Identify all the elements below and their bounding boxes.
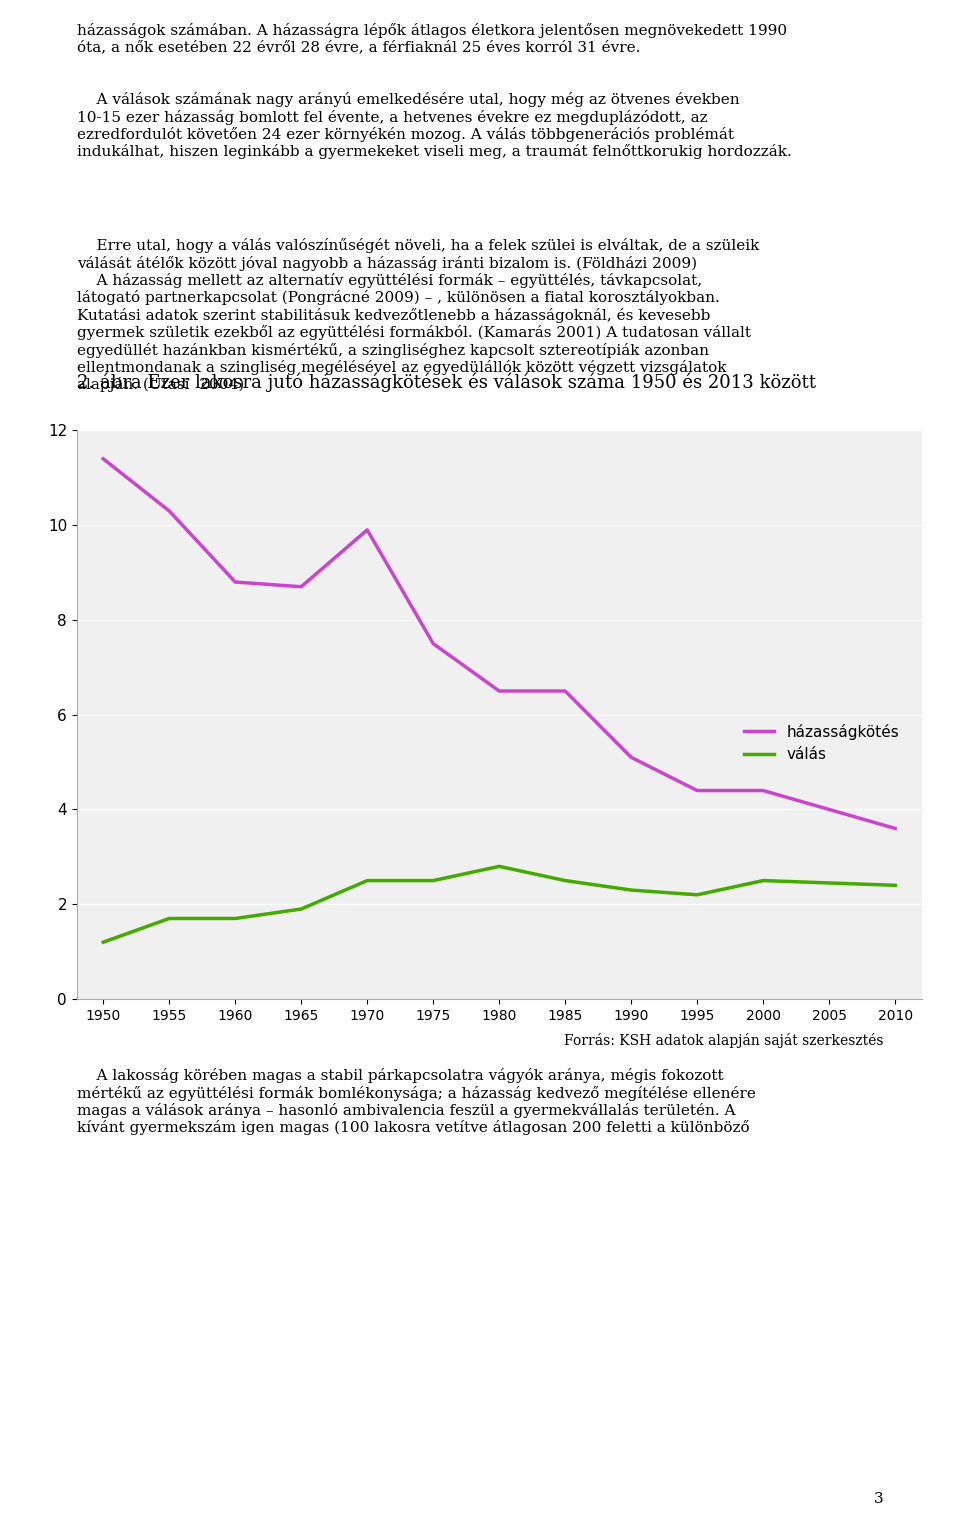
Text: Erre utal, hogy a válás valószínűségét növeli, ha a felek szülei is elváltak, de: Erre utal, hogy a válás valószínűségét n… (77, 238, 759, 392)
Text: 2. ábra Ezer lakosra jutó házasságkötések és válások száma 1950 és 2013 között: 2. ábra Ezer lakosra jutó házasságkötése… (77, 372, 816, 392)
Text: Forrás: KSH adatok alapján saját szerkesztés: Forrás: KSH adatok alapján saját szerkes… (564, 1033, 883, 1048)
Text: házasságok számában. A házasságra lépők átlagos életkora jelentősen megnövekedet: házasságok számában. A házasságra lépők … (77, 23, 787, 54)
Text: A lakosság körében magas a stabil párkapcsolatra vágyók aránya, mégis fokozott
m: A lakosság körében magas a stabil párkap… (77, 1068, 756, 1136)
Legend: házasságkötés, válás: házasságkötés, válás (738, 718, 905, 768)
Text: 3: 3 (874, 1492, 883, 1506)
Text: A válások számának nagy arányú emelkedésére utal, hogy még az ötvenes években
10: A válások számának nagy arányú emelkedés… (77, 92, 792, 160)
